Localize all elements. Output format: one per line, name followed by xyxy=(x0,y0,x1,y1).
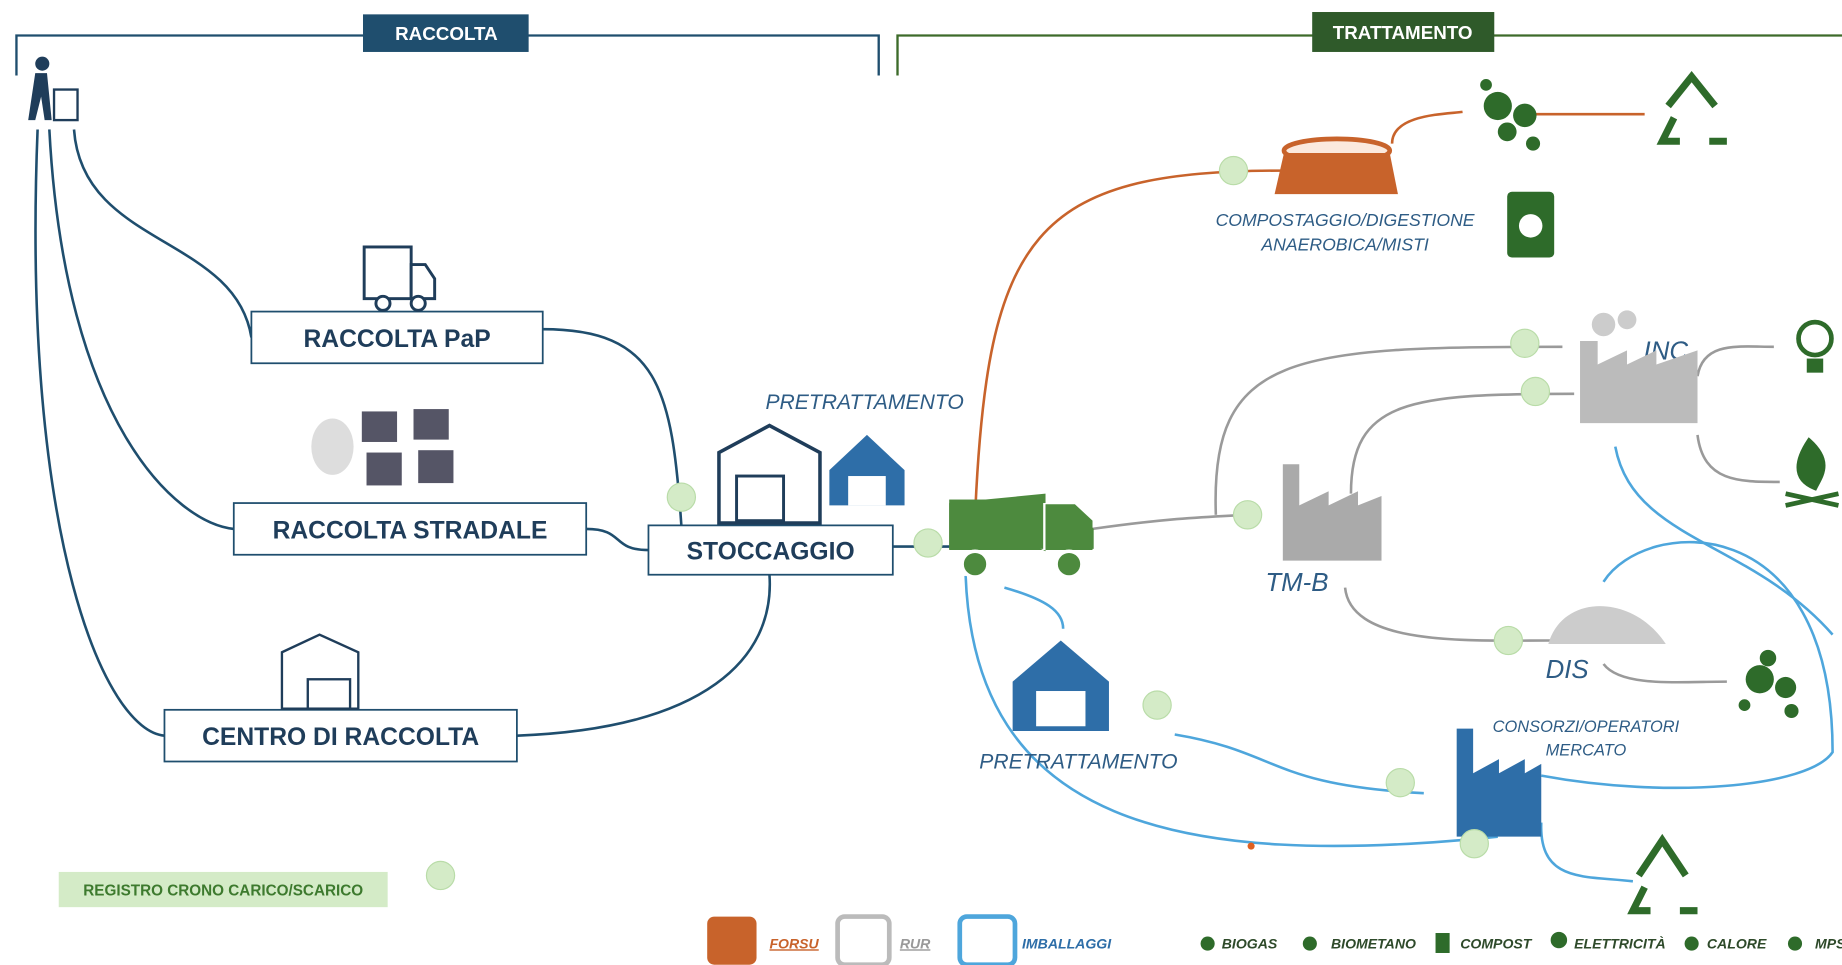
legend-item: FORSU xyxy=(769,935,819,951)
legend-item: ELETTRICITÀ xyxy=(1574,935,1666,951)
legend-item: RUR xyxy=(900,935,931,951)
node-label: RACCOLTA PaP xyxy=(303,326,490,353)
label-line: ANAEROBICA/MISTI xyxy=(1260,234,1428,254)
legend-label: REGISTRO CRONO CARICO/SCARICO xyxy=(83,882,363,899)
legend: FORSU RUR IMBALLAGGI BIOGAS BIOMETANO COMPOST… xyxy=(769,935,1842,951)
legend-item: CALORE xyxy=(1707,935,1767,951)
node-label: PRETRATTAMENTO xyxy=(979,751,1177,774)
legend-item: COMPOST xyxy=(1460,935,1533,951)
section-label: RACCOLTA xyxy=(395,23,498,44)
node-label: STOCCAGGIO xyxy=(687,538,855,565)
section-label: TRATTAMENTO xyxy=(1333,22,1473,43)
node-boxes xyxy=(163,310,894,763)
node-label: TM-B xyxy=(1265,569,1328,597)
legend-item: MPS xyxy=(1815,935,1842,951)
connections xyxy=(34,110,1834,883)
node-label: CONSORZI/OPERATORI MERCATO xyxy=(1493,718,1680,759)
node-label: PRETRATTAMENTO xyxy=(765,391,963,414)
legend-item: IMBALLAGGI xyxy=(1022,935,1112,951)
label-line: COMPOSTAGGIO/DIGESTIONE xyxy=(1216,210,1475,230)
label-line: CONSORZI/OPERATORI xyxy=(1493,718,1680,736)
node-label: DIS xyxy=(1546,656,1589,684)
node-label: COMPOSTAGGIO/DIGESTIONE ANAEROBICA/MISTI xyxy=(1216,210,1475,255)
label-line: MERCATO xyxy=(1546,742,1627,760)
brackets xyxy=(15,12,1842,76)
legend-item: BIOGAS xyxy=(1222,935,1278,951)
node-label: RACCOLTA STRADALE xyxy=(273,517,548,544)
legend-item: BIOMETANO xyxy=(1331,935,1416,951)
icons xyxy=(28,56,1839,965)
node-label: CENTRO DI RACCOLTA xyxy=(202,724,479,751)
